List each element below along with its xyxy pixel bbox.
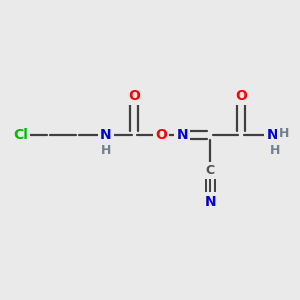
- Text: O: O: [155, 128, 167, 142]
- Text: N: N: [177, 128, 188, 142]
- Text: H: H: [100, 144, 111, 157]
- Text: C: C: [206, 164, 215, 177]
- Text: H: H: [279, 127, 290, 140]
- Text: O: O: [235, 88, 247, 103]
- Text: N: N: [100, 128, 112, 142]
- Text: N: N: [205, 194, 216, 208]
- Text: O: O: [128, 88, 140, 103]
- Text: H: H: [270, 144, 280, 157]
- Text: Cl: Cl: [13, 128, 28, 142]
- Text: N: N: [266, 128, 278, 142]
